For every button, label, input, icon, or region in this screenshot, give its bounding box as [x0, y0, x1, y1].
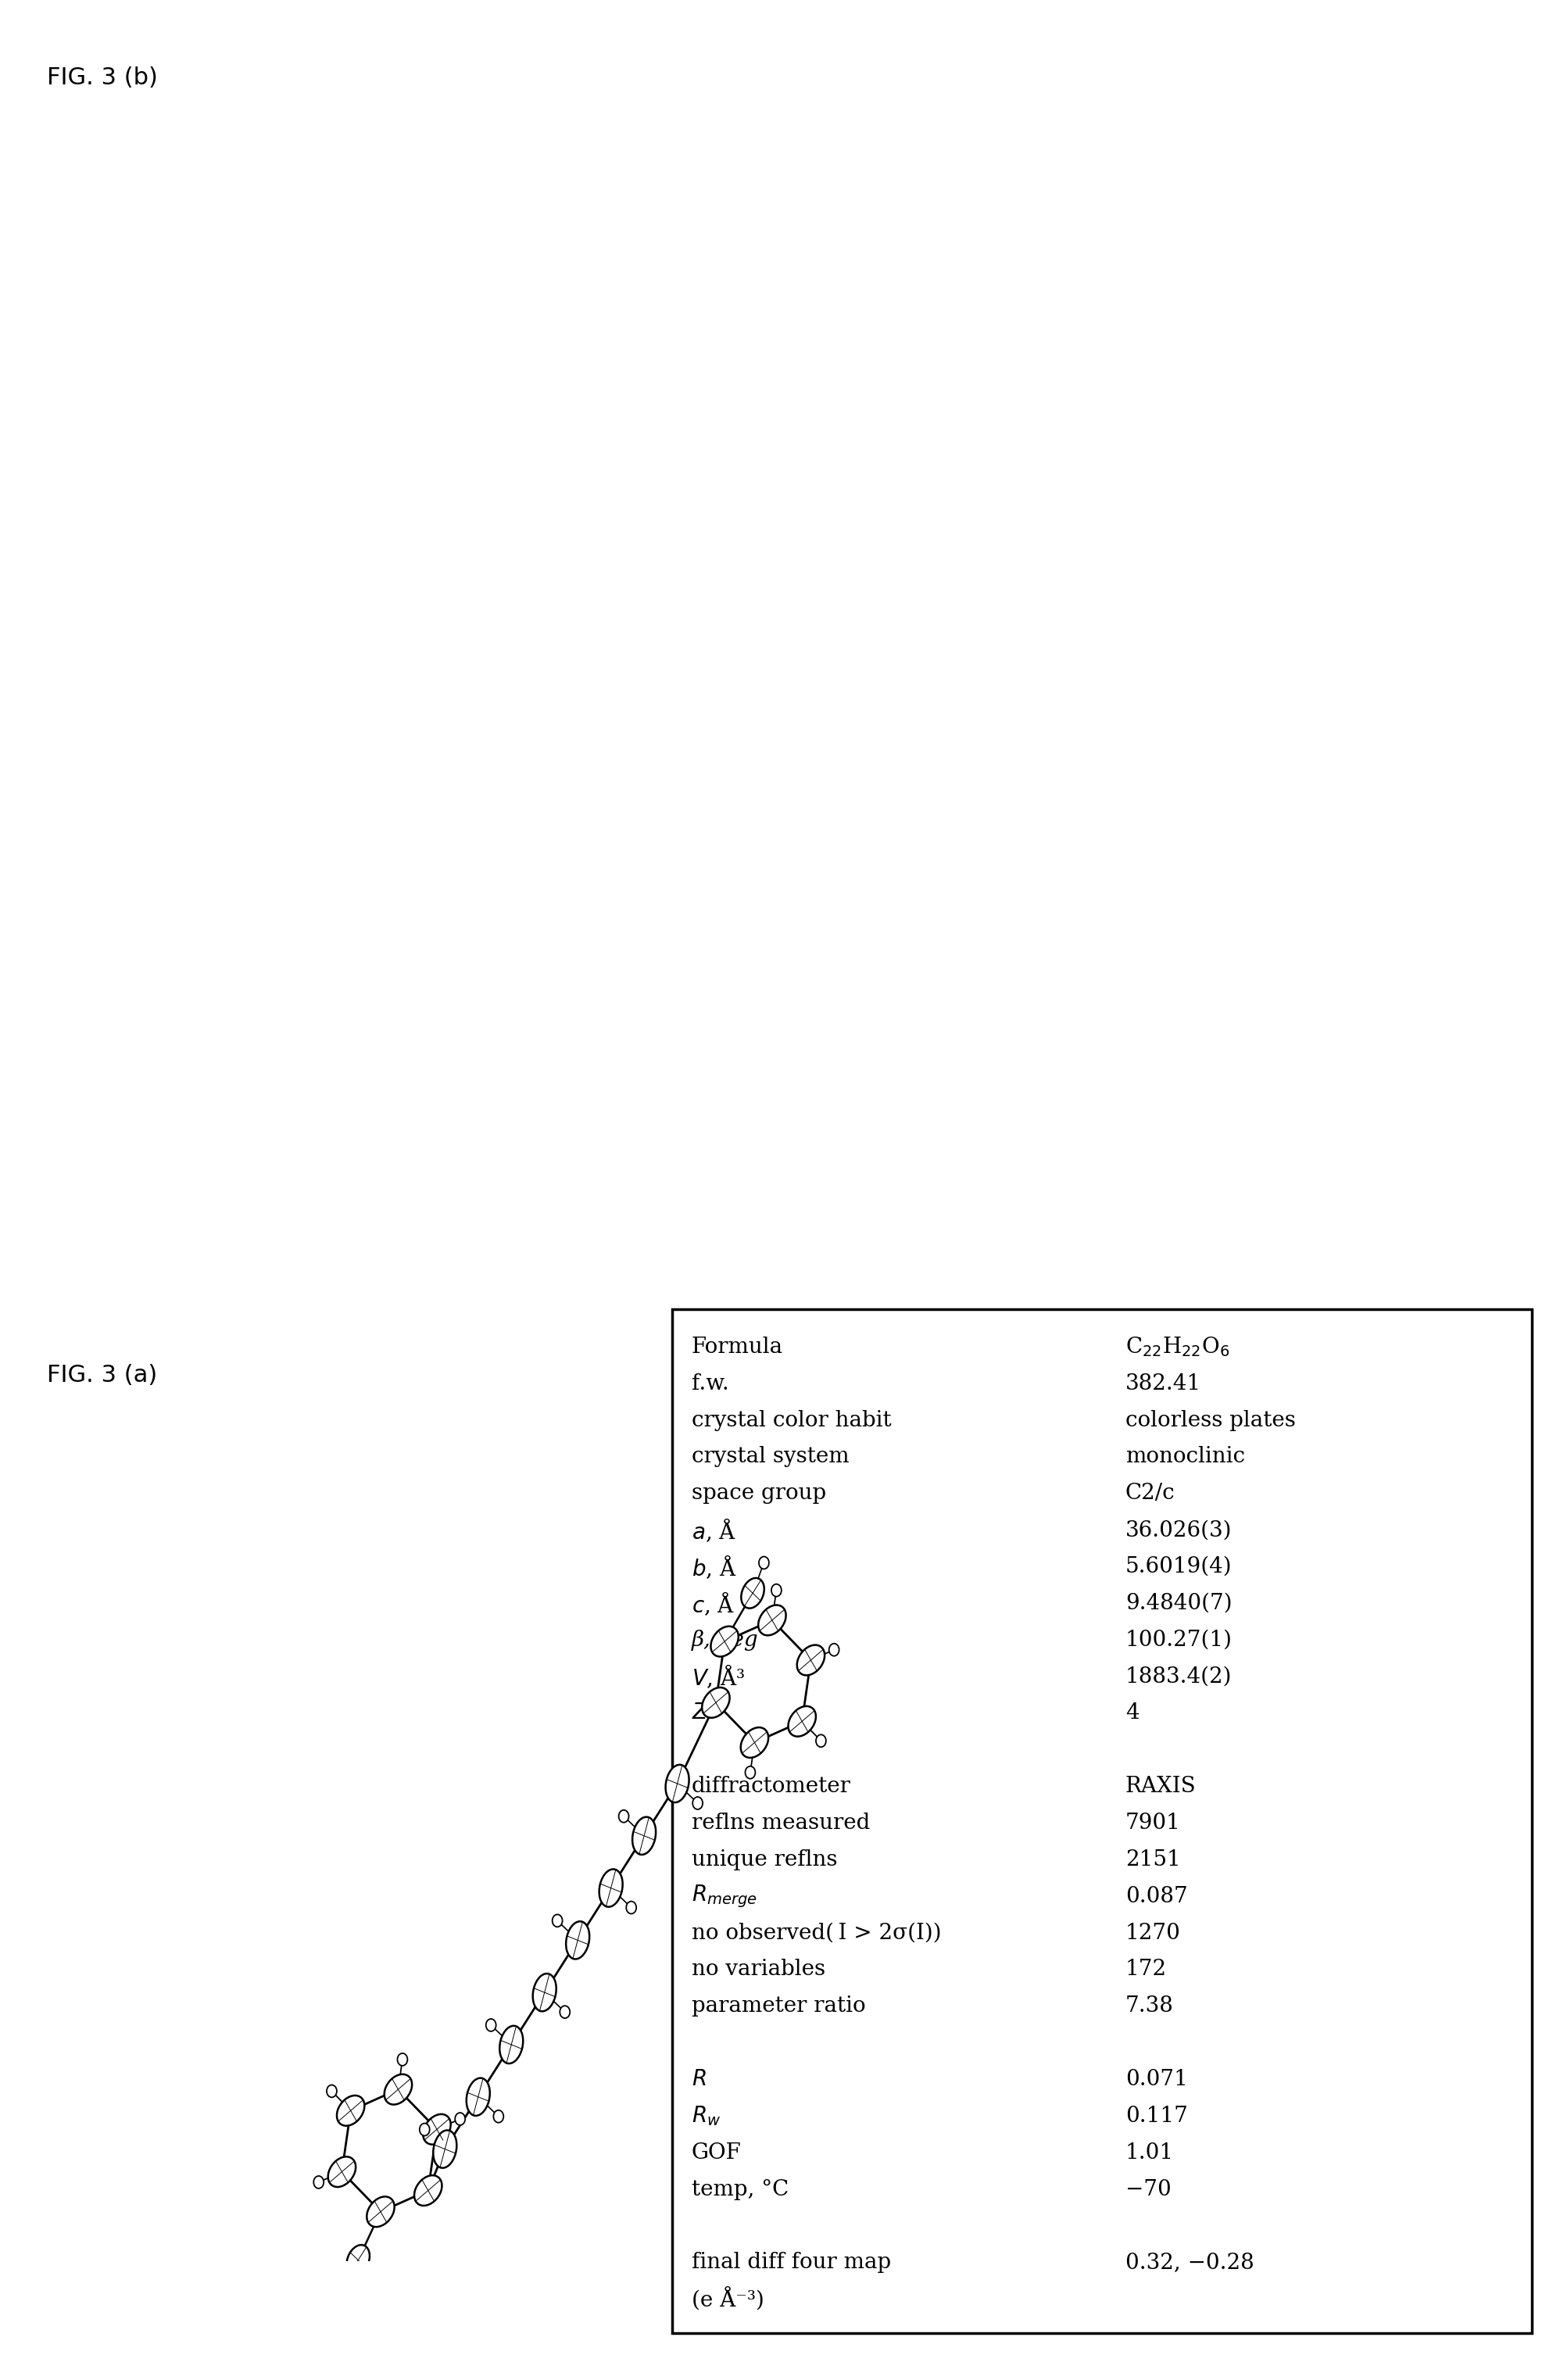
Ellipse shape — [599, 1868, 622, 1906]
Text: $\mathit{c}$, Å: $\mathit{c}$, Å — [691, 1590, 735, 1616]
Ellipse shape — [384, 2075, 412, 2104]
Text: Formula: Formula — [691, 1338, 783, 1357]
Ellipse shape — [702, 1687, 730, 1718]
Ellipse shape — [632, 1816, 655, 1854]
Text: no observed( I > 2σ(I)): no observed( I > 2σ(I)) — [691, 1923, 942, 1944]
Circle shape — [485, 2018, 496, 2030]
Text: $\mathit{Z}$: $\mathit{Z}$ — [691, 1702, 708, 1723]
Text: 9.4840(7): 9.4840(7) — [1125, 1592, 1232, 1614]
Circle shape — [326, 2085, 337, 2097]
Text: 5.6019(4): 5.6019(4) — [1125, 1557, 1232, 1578]
Text: FIG. 3 (b): FIG. 3 (b) — [47, 67, 158, 88]
Text: 382.41: 382.41 — [1125, 1373, 1201, 1395]
Circle shape — [746, 1766, 755, 1778]
Ellipse shape — [499, 2025, 523, 2063]
Text: $\mathit{R}$: $\mathit{R}$ — [691, 2068, 707, 2090]
Ellipse shape — [797, 1645, 825, 1676]
Text: no variables: no variables — [691, 1959, 825, 1980]
Text: 0.32, −0.28: 0.32, −0.28 — [1125, 2251, 1254, 2273]
Text: 7901: 7901 — [1125, 1814, 1181, 1833]
Circle shape — [758, 1557, 769, 1568]
Text: (e Å⁻³): (e Å⁻³) — [691, 2287, 764, 2311]
Text: 1270: 1270 — [1125, 1923, 1181, 1944]
Circle shape — [771, 1585, 782, 1597]
Text: f.w.: f.w. — [691, 1373, 729, 1395]
Circle shape — [626, 1902, 636, 1914]
Text: parameter ratio: parameter ratio — [691, 1997, 866, 2016]
Circle shape — [619, 1811, 629, 1823]
Ellipse shape — [423, 2113, 451, 2144]
Ellipse shape — [415, 2175, 441, 2206]
Text: C2/c: C2/c — [1125, 1483, 1175, 1504]
Text: reflns measured: reflns measured — [691, 1814, 870, 1833]
Text: RAXIS: RAXIS — [1125, 1775, 1197, 1797]
Ellipse shape — [328, 2156, 356, 2187]
Circle shape — [552, 1914, 563, 1928]
Text: final diff four map: final diff four map — [691, 2251, 891, 2273]
Text: C$_{22}$H$_{22}$O$_6$: C$_{22}$H$_{22}$O$_6$ — [1125, 1335, 1229, 1359]
Text: −70: −70 — [1125, 2178, 1172, 2199]
Circle shape — [398, 2054, 407, 2066]
Circle shape — [456, 2113, 465, 2125]
Text: monoclinic: monoclinic — [1125, 1447, 1245, 1468]
Ellipse shape — [741, 1728, 769, 1759]
Ellipse shape — [788, 1706, 816, 1737]
Ellipse shape — [711, 1626, 738, 1656]
Ellipse shape — [337, 2094, 365, 2125]
Ellipse shape — [466, 2078, 490, 2116]
Bar — [672, 1309, 1532, 2332]
Text: colorless plates: colorless plates — [1125, 1409, 1296, 1430]
Circle shape — [828, 1645, 839, 1656]
Text: space group: space group — [691, 1483, 827, 1504]
Circle shape — [816, 1735, 827, 1747]
Ellipse shape — [741, 1578, 764, 1609]
Text: 172: 172 — [1125, 1959, 1167, 1980]
Text: unique reflns: unique reflns — [691, 1849, 838, 1871]
Circle shape — [359, 2282, 368, 2294]
Text: GOF: GOF — [691, 2142, 741, 2163]
Ellipse shape — [666, 1764, 690, 1802]
Text: $\mathit{R}_w$: $\mathit{R}_w$ — [691, 2104, 721, 2128]
Text: 2151: 2151 — [1125, 1849, 1181, 1871]
Ellipse shape — [346, 2244, 370, 2275]
Text: temp, °C: temp, °C — [691, 2178, 789, 2199]
Text: 36.026(3): 36.026(3) — [1125, 1518, 1232, 1540]
Text: diffractometer: diffractometer — [691, 1775, 852, 1797]
Text: 1.01: 1.01 — [1125, 2142, 1175, 2163]
Text: 100.27(1): 100.27(1) — [1125, 1630, 1232, 1652]
Text: $\mathit{V}$, Å³: $\mathit{V}$, Å³ — [691, 1664, 746, 1690]
Text: 4: 4 — [1125, 1702, 1139, 1723]
Circle shape — [693, 1797, 702, 1809]
Text: 1883.4(2): 1883.4(2) — [1125, 1666, 1232, 1687]
Text: $\mathit{b}$, Å: $\mathit{b}$, Å — [691, 1554, 736, 1580]
Circle shape — [314, 2175, 324, 2190]
Text: crystal color habit: crystal color habit — [691, 1409, 891, 1430]
Text: $\mathit{a}$, Å: $\mathit{a}$, Å — [691, 1516, 736, 1545]
Circle shape — [332, 2271, 343, 2282]
Text: FIG. 3 (a): FIG. 3 (a) — [47, 1364, 158, 1388]
Circle shape — [560, 2006, 569, 2018]
Ellipse shape — [367, 2197, 395, 2228]
Circle shape — [420, 2123, 429, 2135]
Text: β, deg: β, deg — [691, 1630, 758, 1652]
Text: 0.087: 0.087 — [1125, 1885, 1187, 1906]
Text: $\mathit{R}_{merge}$: $\mathit{R}_{merge}$ — [691, 1883, 757, 1909]
Text: 7.38: 7.38 — [1125, 1997, 1173, 2016]
Text: 0.117: 0.117 — [1125, 2106, 1187, 2128]
Text: crystal system: crystal system — [691, 1447, 849, 1468]
Ellipse shape — [758, 1604, 786, 1635]
Circle shape — [493, 2111, 504, 2123]
Ellipse shape — [566, 1921, 590, 1959]
Ellipse shape — [534, 1973, 557, 2011]
Ellipse shape — [434, 2130, 457, 2168]
Text: 0.071: 0.071 — [1125, 2068, 1187, 2090]
